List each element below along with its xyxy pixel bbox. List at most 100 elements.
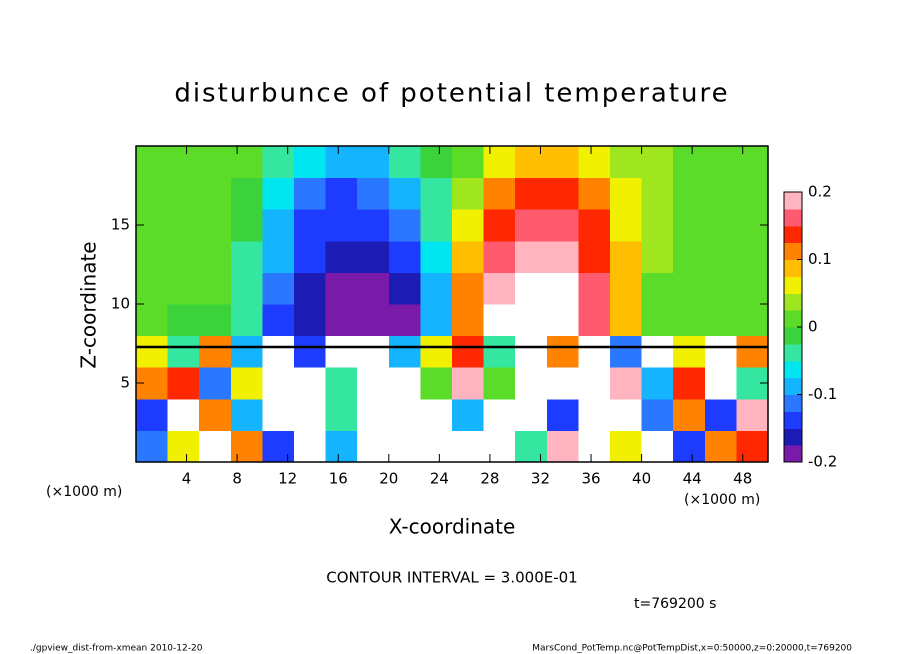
cell [262, 177, 295, 210]
cell [704, 367, 737, 400]
cell [388, 240, 421, 273]
cell [388, 177, 421, 210]
cell [388, 209, 421, 242]
cell [167, 367, 200, 400]
cell [420, 146, 453, 179]
cell [452, 240, 485, 273]
cell [641, 272, 674, 305]
cell [578, 177, 611, 210]
cell [673, 335, 706, 368]
cell [673, 304, 706, 337]
cell [673, 272, 706, 305]
cell [325, 335, 358, 368]
cell [483, 146, 516, 179]
cell [673, 146, 706, 179]
cell [736, 240, 769, 273]
footer-right: MarsCond_PotTemp.nc@PotTempDist,x=0:5000… [532, 644, 852, 654]
cell [230, 304, 263, 337]
cell [515, 430, 548, 463]
cell [294, 146, 327, 179]
cell [704, 146, 737, 179]
cell [420, 209, 453, 242]
cell [420, 240, 453, 273]
cell [452, 177, 485, 210]
cell [578, 304, 611, 337]
cell [325, 146, 358, 179]
cell [388, 398, 421, 431]
cell [262, 304, 295, 337]
colorbar-segment [784, 411, 802, 429]
cell [167, 240, 200, 273]
cell [515, 146, 548, 179]
cell [483, 177, 516, 210]
x-tick-label: 8 [232, 470, 242, 488]
cell [452, 398, 485, 431]
cell [262, 430, 295, 463]
cell [230, 177, 263, 210]
y-axis-label: Z-coordinate [77, 241, 101, 368]
cell [199, 398, 232, 431]
cell [673, 430, 706, 463]
cell [483, 398, 516, 431]
cell [136, 177, 169, 210]
cell [420, 304, 453, 337]
x-tick-label: 12 [278, 470, 297, 488]
cell [199, 367, 232, 400]
cell [420, 177, 453, 210]
cell [420, 367, 453, 400]
cell [199, 430, 232, 463]
cell [230, 430, 263, 463]
cell [167, 398, 200, 431]
cell [673, 367, 706, 400]
field [136, 146, 769, 463]
cell [546, 430, 579, 463]
cell [294, 272, 327, 305]
colorbar-segment [784, 259, 802, 277]
x-tick-label: 28 [480, 470, 499, 488]
colorbar-segment [784, 445, 802, 463]
cell [704, 304, 737, 337]
cell [420, 430, 453, 463]
colorbar-segment [784, 192, 802, 210]
cell [199, 146, 232, 179]
cell [357, 398, 390, 431]
cell [610, 398, 643, 431]
cell [357, 240, 390, 273]
cell [199, 304, 232, 337]
cell [546, 335, 579, 368]
cell [262, 367, 295, 400]
cell [515, 240, 548, 273]
cell [578, 209, 611, 242]
cell [325, 304, 358, 337]
cell [736, 335, 769, 368]
cell [294, 430, 327, 463]
cell [546, 209, 579, 242]
cell [199, 240, 232, 273]
cell [452, 430, 485, 463]
cell [357, 177, 390, 210]
overlay [135, 145, 769, 463]
cell [546, 304, 579, 337]
cell [578, 430, 611, 463]
colorbar-segment [784, 327, 802, 345]
cell [230, 146, 263, 179]
cell [641, 177, 674, 210]
y-tick-label: 5 [120, 374, 130, 392]
x-tick-label: 36 [581, 470, 600, 488]
cell [704, 272, 737, 305]
colorbar-tick-label: 0.1 [808, 250, 832, 268]
colorbar-tick-label: 0.2 [808, 183, 832, 201]
cell [230, 398, 263, 431]
cell [230, 209, 263, 242]
cell [388, 304, 421, 337]
cell [641, 398, 674, 431]
cell [515, 272, 548, 305]
colorbar-segment [784, 310, 802, 328]
cell [641, 240, 674, 273]
cell [483, 430, 516, 463]
cell [736, 146, 769, 179]
cell [199, 335, 232, 368]
cell [325, 177, 358, 210]
cell [388, 430, 421, 463]
